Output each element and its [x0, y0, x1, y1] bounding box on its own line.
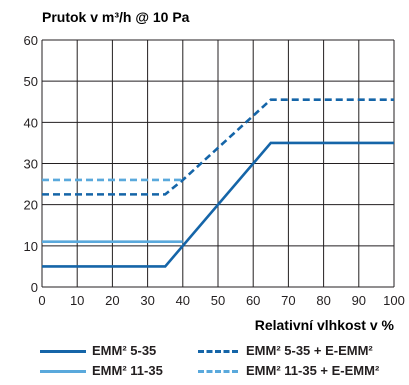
x-tick-label: 80 [316, 293, 330, 308]
y-tick-label: 40 [24, 115, 38, 130]
x-tick-label: 70 [281, 293, 295, 308]
y-tick-label: 20 [24, 198, 38, 213]
y-tick-label: 10 [24, 239, 38, 254]
y-tick-label: 60 [24, 33, 38, 48]
x-tick-label: 10 [70, 293, 84, 308]
chart-title: Prutok v m³/h @ 10 Pa [42, 9, 190, 25]
series-line-1 [42, 141, 394, 268]
x-tick-label: 20 [105, 293, 119, 308]
x-tick-label: 90 [352, 293, 366, 308]
series-line-3 [42, 98, 394, 196]
chart-series-group [42, 98, 394, 268]
x-tick-label: 100 [383, 293, 405, 308]
x-tick-label: 40 [176, 293, 190, 308]
legend-swatch-emm-5-35-e-emm [198, 350, 238, 353]
chart-grid [41, 39, 395, 288]
y-tick-label: 0 [31, 280, 38, 295]
legend-label: EMM² 11-35 [92, 363, 163, 378]
legend-swatch-emm-11-35-e-emm [198, 370, 238, 373]
legend-label: EMM² 5-35 [92, 343, 157, 358]
x-tick-label: 0 [38, 293, 45, 308]
x-axis-label: Relativní vlhkost v % [255, 317, 395, 333]
y-tick-label: 30 [24, 157, 38, 172]
chart: Prutok v m³/h @ 10 Pa 0 10 20 30 40 50 60 70 80 9… [24, 9, 405, 333]
legend-swatch-emm-5-35 [40, 350, 86, 353]
legend-label: EMM² 11-35 + E-EMM² [246, 363, 380, 378]
legend-label: EMM² 5-35 + E-EMM² [246, 343, 373, 358]
x-axis-ticks: 0 10 20 30 40 50 60 70 80 90 100 [38, 293, 404, 308]
legend-swatch-emm-11-35 [40, 370, 86, 373]
chart-legend: EMM² 5-35 EMM² 11-35 EMM² 5-35 + E-EMM² … [40, 342, 405, 382]
x-tick-label: 50 [211, 293, 225, 308]
y-axis-ticks: 0 10 20 30 40 50 60 [24, 33, 38, 295]
x-tick-label: 30 [140, 293, 154, 308]
x-tick-label: 60 [246, 293, 260, 308]
y-tick-label: 50 [24, 74, 38, 89]
